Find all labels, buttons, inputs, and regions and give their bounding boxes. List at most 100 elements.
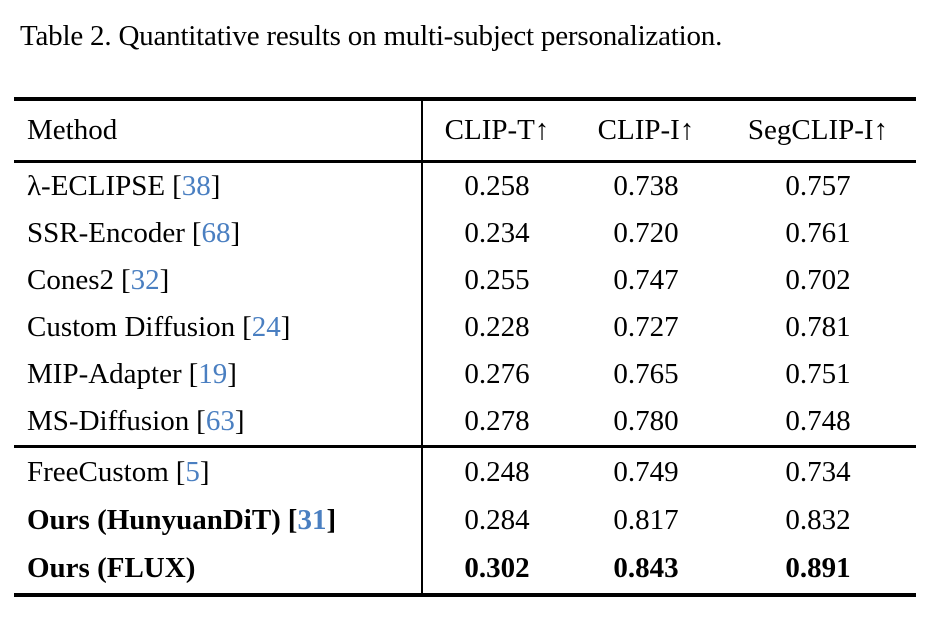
citation-bracket: ] (230, 219, 241, 248)
table-section-baselines: λ-ECLIPSE [38] 0.258 0.738 0.757 SSR-Enco… (14, 163, 916, 445)
value-cell: 0.228 (464, 311, 530, 343)
citation-link[interactable]: 38 (181, 172, 211, 201)
citation-bracket: ] (227, 360, 237, 389)
method-cell: Ours (FLUX) (14, 554, 422, 583)
value-cell: 0.255 (464, 264, 530, 296)
column-header-method: Method (27, 116, 118, 145)
method-cell: Ours (HunyuanDiT) [31] (14, 506, 422, 535)
method-name: Custom Diffusion (27, 313, 236, 342)
table-header-row: Method CLIP-T↑ CLIP-I↑ SegCLIP-I↑ (14, 101, 916, 160)
value-cell: 0.749 (613, 455, 679, 488)
table-row: Ours (FLUX) 0.302 0.843 0.891 (14, 545, 916, 593)
citation: [31] (288, 506, 336, 535)
value-cell: 0.278 (464, 405, 530, 437)
value-cell: 0.817 (613, 503, 679, 536)
table-rule-top (14, 97, 916, 101)
method-cell: λ-ECLIPSE [38] (14, 172, 422, 201)
citation-bracket: [ (172, 172, 182, 201)
citation: [32] (121, 266, 169, 295)
citation-bracket: [ (120, 266, 131, 295)
results-table: Method CLIP-T↑ CLIP-I↑ SegCLIP-I↑ λ-ECLI… (14, 97, 916, 597)
citation: [5] (176, 458, 210, 487)
citation-bracket: ] (234, 407, 245, 436)
table-row: MIP-Adapter [19] 0.276 0.765 0.751 (14, 351, 916, 398)
value-cell: 0.781 (785, 311, 851, 343)
column-header-clip-i: CLIP-I↑ (597, 114, 695, 146)
value-cell: 0.757 (785, 170, 851, 202)
method-cell: SSR-Encoder [68] (14, 219, 422, 248)
citation-link[interactable]: 63 (205, 407, 235, 436)
value-cell: 0.284 (464, 503, 530, 536)
table-row: SSR-Encoder [68] 0.234 0.720 0.761 (14, 210, 916, 257)
citation: [68] (192, 219, 240, 248)
table-rule-bottom (14, 592, 916, 597)
citation: [38] (172, 172, 220, 201)
value-cell: 0.302 (464, 552, 530, 585)
value-cell: 0.276 (464, 358, 530, 390)
value-cell: 0.891 (785, 552, 851, 585)
table-row: FreeCustom [5] 0.248 0.749 0.734 (14, 448, 916, 496)
citation-bracket: [ (287, 505, 298, 535)
citation-link[interactable]: 19 (198, 360, 228, 389)
method-name: SSR-Encoder (27, 219, 185, 248)
method-name: λ-ECLIPSE (27, 172, 166, 201)
citation-link[interactable]: 32 (130, 266, 160, 295)
value-cell: 0.738 (613, 170, 679, 202)
column-divider (421, 101, 423, 593)
citation-bracket: [ (191, 219, 202, 248)
value-cell: 0.843 (613, 552, 679, 585)
table-rule-header (14, 160, 916, 163)
citation-bracket: ] (159, 266, 170, 295)
value-cell: 0.747 (613, 264, 679, 296)
column-header-clip-t: CLIP-T↑ (444, 114, 550, 146)
value-cell: 0.765 (613, 358, 679, 390)
citation-link[interactable]: 31 (297, 505, 327, 535)
citation: [19] (189, 360, 237, 389)
citation-bracket: ] (280, 313, 291, 342)
citation: [63] (196, 407, 244, 436)
method-name: FreeCustom (27, 457, 169, 487)
citation-bracket: [ (196, 407, 206, 436)
value-cell: 0.780 (613, 405, 679, 437)
method-name: Ours (HunyuanDiT) (27, 505, 281, 535)
citation-link[interactable]: 24 (251, 313, 281, 342)
value-cell: 0.720 (613, 217, 679, 249)
method-cell: MIP-Adapter [19] (14, 360, 422, 389)
method-name: Ours (FLUX) (27, 554, 196, 584)
citation-bracket: [ (242, 313, 252, 342)
table-row: MS-Diffusion [63] 0.278 0.780 0.748 (14, 398, 916, 445)
value-cell: 0.751 (785, 358, 851, 390)
citation-link[interactable]: 68 (201, 219, 231, 248)
method-cell: FreeCustom [5] (14, 458, 422, 487)
table-row: Custom Diffusion [24] 0.228 0.727 0.781 (14, 304, 916, 351)
table-row: λ-ECLIPSE [38] 0.258 0.738 0.757 (14, 163, 916, 210)
method-name: MS-Diffusion (27, 407, 190, 436)
column-header-segclip-i: SegCLIP-I↑ (747, 114, 889, 146)
value-cell: 0.258 (464, 170, 530, 202)
citation-bracket: ] (210, 172, 221, 201)
method-name: MIP-Adapter (27, 360, 182, 389)
method-cell: MS-Diffusion [63] (14, 407, 422, 436)
value-cell: 0.727 (613, 311, 679, 343)
table-section-ours: FreeCustom [5] 0.248 0.749 0.734 Ours (Hu… (14, 448, 916, 593)
citation-link[interactable]: 5 (185, 457, 200, 487)
method-cell: Cones2 [32] (14, 266, 422, 295)
table-row: Cones2 [32] 0.255 0.747 0.702 (14, 257, 916, 304)
value-cell: 0.761 (785, 217, 851, 249)
value-cell: 0.702 (785, 264, 851, 296)
citation: [24] (242, 313, 290, 342)
method-name: Cones2 (27, 266, 114, 295)
table-rule-middle (14, 445, 916, 448)
citation-bracket: ] (199, 457, 210, 487)
value-cell: 0.248 (464, 455, 530, 488)
value-cell: 0.748 (785, 405, 851, 437)
value-cell: 0.832 (785, 503, 851, 536)
citation-bracket: ] (326, 505, 337, 535)
citation-bracket: [ (175, 457, 186, 487)
value-cell: 0.234 (464, 217, 530, 249)
citation-bracket: [ (188, 360, 199, 389)
table-row: Ours (HunyuanDiT) [31] 0.284 0.817 0.832 (14, 496, 916, 544)
table-caption: Table 2. Quantitative results on multi-s… (20, 20, 723, 52)
method-cell: Custom Diffusion [24] (14, 313, 422, 342)
